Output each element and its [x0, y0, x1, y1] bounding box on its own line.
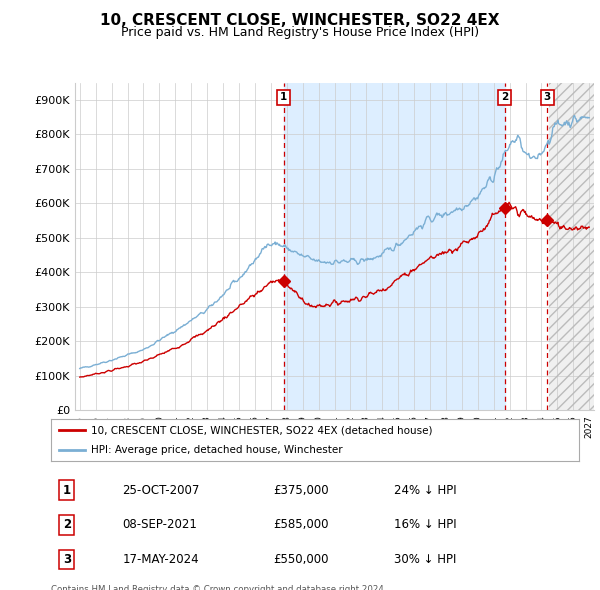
Bar — [284, 83, 505, 410]
Text: 08-SEP-2021: 08-SEP-2021 — [122, 518, 197, 532]
Text: 24% ↓ HPI: 24% ↓ HPI — [394, 484, 457, 497]
Text: 3: 3 — [63, 553, 71, 566]
Text: Contains HM Land Registry data © Crown copyright and database right 2024.
This d: Contains HM Land Registry data © Crown c… — [51, 585, 386, 590]
Text: 10, CRESCENT CLOSE, WINCHESTER, SO22 4EX: 10, CRESCENT CLOSE, WINCHESTER, SO22 4EX — [100, 13, 500, 28]
Text: HPI: Average price, detached house, Winchester: HPI: Average price, detached house, Winc… — [91, 445, 342, 455]
Text: 16% ↓ HPI: 16% ↓ HPI — [394, 518, 457, 532]
Text: 30% ↓ HPI: 30% ↓ HPI — [394, 553, 457, 566]
Text: £585,000: £585,000 — [273, 518, 328, 532]
Text: 17-MAY-2024: 17-MAY-2024 — [122, 553, 199, 566]
Text: 2: 2 — [63, 518, 71, 532]
Text: 2: 2 — [501, 93, 508, 102]
Text: £375,000: £375,000 — [273, 484, 328, 497]
Bar — [550, 83, 594, 410]
Text: Price paid vs. HM Land Registry's House Price Index (HPI): Price paid vs. HM Land Registry's House … — [121, 26, 479, 39]
Text: £550,000: £550,000 — [273, 553, 328, 566]
Text: 3: 3 — [544, 93, 551, 102]
Text: 10, CRESCENT CLOSE, WINCHESTER, SO22 4EX (detached house): 10, CRESCENT CLOSE, WINCHESTER, SO22 4EX… — [91, 425, 432, 435]
Text: 1: 1 — [280, 93, 287, 102]
Bar — [550, 83, 594, 410]
Text: 1: 1 — [63, 484, 71, 497]
Text: 25-OCT-2007: 25-OCT-2007 — [122, 484, 200, 497]
